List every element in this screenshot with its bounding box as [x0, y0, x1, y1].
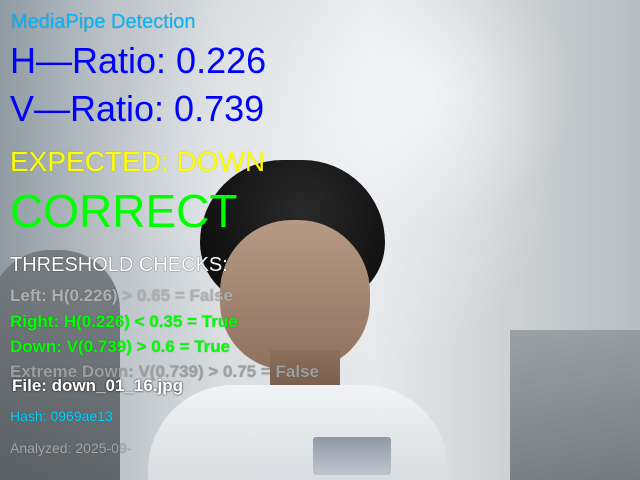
threshold-check-down: Down: V(0.739) > 0.6 = True — [10, 337, 231, 356]
threshold-checks-header: THRESHOLD CHECKS: — [10, 254, 228, 276]
person-shirt — [148, 385, 448, 480]
shirt-print — [313, 437, 391, 475]
person-face — [220, 220, 370, 370]
threshold-check-right: Right: H(0.226) < 0.35 = True — [10, 312, 238, 331]
hash-value: Hash: 0969ae13 — [10, 408, 113, 424]
threshold-check-extreme-down: Extreme Down: V(0.739) > 0.75 = False — [10, 362, 319, 381]
analyzed-timestamp: Analyzed: 2025-09- — [10, 440, 132, 456]
vertical-ratio: V—Ratio: 0.739 — [10, 88, 265, 129]
right-shadow-shape — [510, 330, 640, 480]
file-name: File: down_01_16.jpg — [12, 376, 183, 395]
horizontal-ratio: H—Ratio: 0.226 — [10, 40, 267, 81]
left-shadow-shape — [0, 250, 120, 480]
detection-title: MediaPipe Detection — [11, 11, 196, 33]
expected-direction: EXPECTED: DOWN — [10, 146, 266, 177]
result-status: CORRECT — [10, 185, 238, 237]
threshold-check-left: Left: H(0.226) > 0.65 = False — [10, 286, 233, 305]
